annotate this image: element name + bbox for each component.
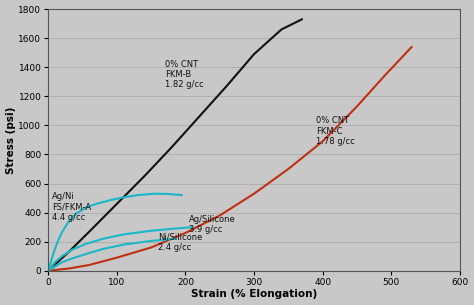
Text: Ni/Silicone
2.4 g/cc: Ni/Silicone 2.4 g/cc (158, 233, 202, 252)
Text: 0% CNT
FKM-B
1.82 g/cc: 0% CNT FKM-B 1.82 g/cc (165, 59, 203, 89)
X-axis label: Strain (% Elongation): Strain (% Elongation) (191, 289, 317, 300)
Text: Ag/Silicone
3.9 g/cc: Ag/Silicone 3.9 g/cc (189, 214, 236, 234)
Text: 0% CNT
FKM-C
1.78 g/cc: 0% CNT FKM-C 1.78 g/cc (316, 116, 355, 146)
Text: Ag/Ni
FS/FKM-A
4.4 g/cc: Ag/Ni FS/FKM-A 4.4 g/cc (52, 192, 91, 222)
Y-axis label: Stress (psi): Stress (psi) (6, 106, 16, 174)
